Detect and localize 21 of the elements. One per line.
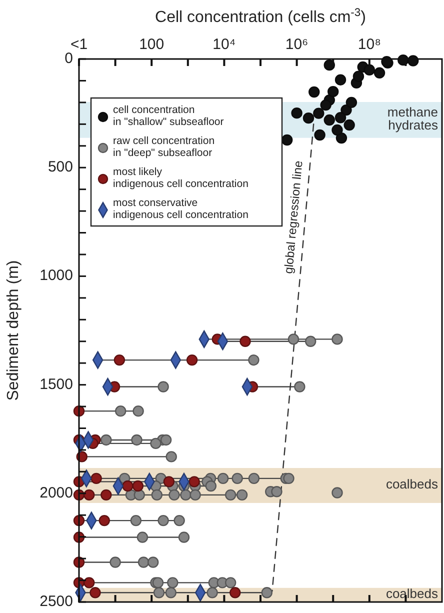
- y-axis-title: Sediment depth (m): [5, 260, 22, 401]
- band-label: methane hydrates: [387, 104, 438, 133]
- y-tick-label: 1000: [40, 267, 73, 284]
- legend-label: cell concentration in "shallow" subseafloor: [113, 104, 224, 128]
- text: global regression line: [281, 160, 306, 274]
- y-tick-label: 0: [64, 50, 73, 67]
- band-label: coalbeds: [386, 476, 438, 492]
- x-tick-label: 10⁸: [358, 36, 381, 53]
- x-tick-label: 100: [139, 36, 164, 53]
- band-label: coalbeds: [386, 586, 438, 602]
- x-tick-label: 10⁴: [212, 36, 236, 53]
- y-tick-label: 2500: [40, 592, 73, 610]
- x-tick-label: 10⁶: [285, 36, 308, 53]
- y-tick-label: 1500: [40, 376, 73, 393]
- legend-label: most conservative indigenous cell concentration: [113, 197, 249, 221]
- x-tick-label: <1: [70, 36, 88, 53]
- y-tick-label: 500: [48, 158, 73, 176]
- x-axis-title: Cell concentration (cells cm$^{-3}$): [155, 7, 366, 26]
- legend-label: most likely indigenous cell concentration: [113, 166, 249, 190]
- y-tick-label: 2000: [40, 484, 73, 502]
- legend-label: raw cell concentration in "deep" subseafloor: [113, 135, 215, 159]
